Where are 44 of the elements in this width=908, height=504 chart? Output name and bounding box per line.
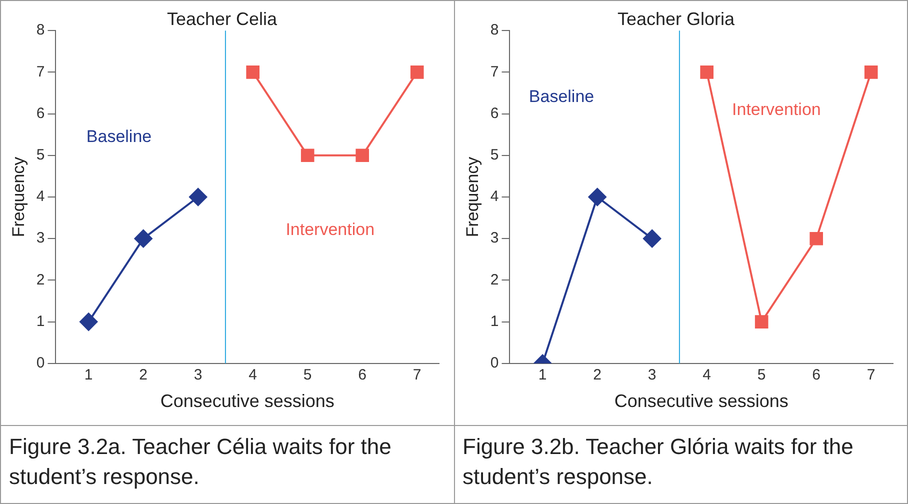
caption: Figure 3.2a. Teacher Célia waits for the student’s response.: [8, 433, 392, 491]
x-tick-label: 4: [702, 366, 711, 384]
x-tick-label: 5: [303, 366, 312, 384]
y-axis-title: Frequency: [8, 156, 28, 238]
x-tick-label: 5: [756, 366, 766, 384]
x-tick-label: 7: [866, 366, 875, 384]
x-tick-label: 6: [358, 366, 367, 384]
x-tick-label: 7: [412, 366, 422, 384]
x-tick-label: 1: [84, 366, 93, 384]
y-tick-label: 5: [36, 146, 45, 164]
y-tick-label: 4: [36, 188, 45, 206]
text: Intervention: [286, 220, 375, 239]
y-tick-label: 2: [36, 271, 45, 288]
x-tick-label: 6: [812, 366, 820, 384]
y-tick-label: 3: [490, 230, 498, 247]
y-tick-label: 7: [36, 63, 45, 80]
caption: Figure 3.2b. Teacher Glória waits for the student’s response.: [462, 433, 854, 491]
x-tick-label: 4: [248, 366, 258, 384]
y-tick-label: 4: [490, 188, 498, 206]
y-tick-label: 8: [36, 22, 45, 39]
x-tick-label: 1: [538, 366, 546, 384]
y-tick-label: 1: [36, 312, 45, 330]
y-tick-label: 3: [36, 230, 45, 247]
x-tick-label: 3: [647, 366, 656, 384]
y-tick-label: 8: [490, 22, 498, 39]
chart-title: Teacher Celia: [166, 8, 278, 29]
text: Baseline: [86, 126, 152, 146]
y-tick-label: 1: [490, 312, 498, 330]
y-tick-label: 7: [490, 63, 498, 80]
y-tick-label: 6: [36, 104, 45, 122]
x-tick-label: 2: [592, 366, 602, 384]
x-tick-label: 2: [139, 366, 148, 384]
x-axis-title: Consecutive sessions: [160, 391, 334, 412]
y-tick-label: 0: [490, 354, 498, 372]
x-axis-title: Consecutive sessions: [614, 391, 788, 412]
y-tick-label: 5: [490, 146, 498, 164]
x-tick-label: 3: [194, 366, 202, 384]
y-tick-label: 2: [490, 271, 498, 288]
series-label: Intervention: [732, 100, 820, 120]
y-tick-label: 0: [36, 354, 45, 372]
text: Baseline: [528, 86, 594, 106]
y-tick-label: 6: [490, 104, 498, 122]
y-axis-title: Frequency: [462, 156, 482, 238]
chart-title: Teacher Gloria: [616, 8, 736, 29]
